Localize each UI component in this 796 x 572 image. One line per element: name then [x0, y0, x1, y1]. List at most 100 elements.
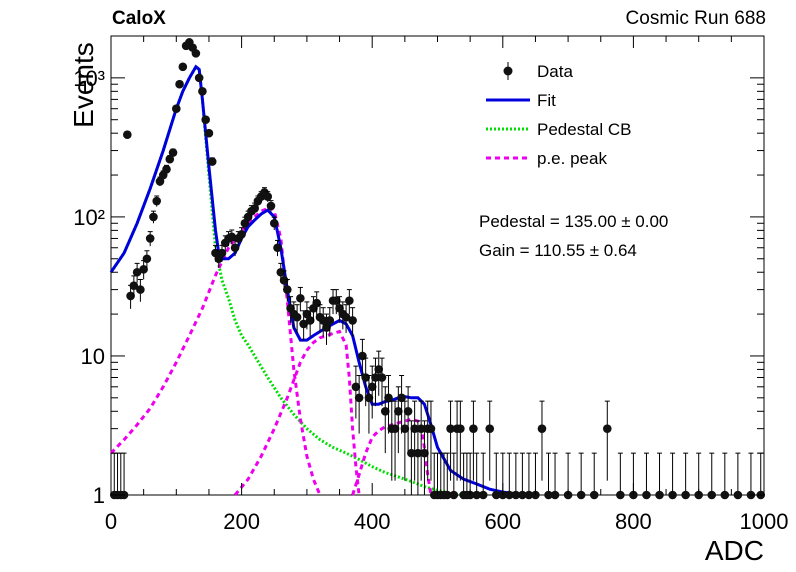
- data-point: [681, 490, 690, 500]
- data-point: [511, 490, 521, 500]
- data-point: [345, 296, 354, 305]
- data-point: [707, 490, 717, 500]
- x-tick-label: 400: [354, 509, 391, 534]
- data-point: [139, 264, 148, 274]
- data-point: [123, 130, 132, 140]
- data-point: [485, 424, 495, 433]
- data-point: [380, 406, 390, 416]
- data-point: [390, 424, 400, 433]
- y-tick-label: 10²: [73, 205, 105, 230]
- fit-curves: [109, 64, 530, 497]
- y-axis-label: Events: [68, 42, 99, 128]
- data-point: [162, 164, 171, 174]
- y-tick-label: 10³: [73, 66, 105, 91]
- data-point: [142, 254, 152, 264]
- fitcurve: [109, 64, 530, 497]
- data-point: [269, 218, 279, 228]
- data-point: [364, 393, 374, 403]
- data-point: [207, 157, 217, 166]
- data-point: [416, 424, 426, 433]
- data-point: [129, 281, 139, 291]
- data-point: [178, 62, 188, 72]
- data-point: [191, 49, 201, 58]
- data-point: [312, 298, 321, 308]
- legend-item: Data: [503, 62, 573, 81]
- gain-annotation: Gain = 110.55 ± 0.64: [479, 241, 637, 260]
- legend-label: Data: [537, 62, 573, 81]
- data-point: [237, 229, 246, 239]
- pedestal-annotation: Pedestal = 135.00 ± 0.00: [479, 212, 669, 231]
- data-point: [172, 104, 181, 114]
- data-point: [240, 218, 250, 228]
- data-point: [194, 73, 204, 83]
- data-point: [403, 406, 413, 416]
- data-point: [733, 490, 743, 500]
- data-point: [149, 212, 158, 222]
- data-point: [263, 192, 273, 201]
- legend-item: Pedestal CB: [486, 120, 632, 139]
- data-point: [217, 248, 227, 258]
- y-tick-label: 1: [93, 483, 105, 508]
- y-tick-label: 10: [81, 344, 105, 369]
- data-point: [550, 490, 560, 500]
- data-point: [299, 319, 308, 329]
- data-point: [351, 382, 361, 392]
- plot-frame: [110, 35, 765, 496]
- data-point: [152, 196, 162, 206]
- data-point: [341, 312, 351, 322]
- data-point: [491, 490, 501, 500]
- data-point: [204, 128, 214, 138]
- data-point: [616, 490, 625, 500]
- data-points: [109, 38, 766, 500]
- legend: Data Fit Pedestal CB p.e. peak: [486, 62, 632, 168]
- data-point: [325, 316, 335, 325]
- data-point: [273, 243, 282, 253]
- data-point: [145, 234, 155, 243]
- data-point: [589, 490, 599, 500]
- data-point: [136, 285, 145, 294]
- data-point: [478, 490, 488, 500]
- data-point: [331, 296, 341, 305]
- legend-label: p.e. peak: [537, 149, 607, 168]
- data-point: [198, 87, 207, 96]
- data-point: [348, 316, 357, 325]
- data-point: [227, 232, 237, 242]
- x-tick-label: 800: [615, 509, 652, 534]
- legend-item: p.e. peak: [486, 149, 607, 168]
- data-point: [377, 373, 387, 382]
- data-point: [374, 365, 384, 374]
- data-point: [576, 490, 586, 500]
- data-point: [668, 490, 677, 500]
- data-point: [518, 490, 527, 500]
- data-point: [442, 490, 452, 500]
- data-point: [456, 424, 465, 433]
- data-point: [322, 323, 331, 332]
- data-point: [302, 309, 312, 319]
- x-tick-label: 1000: [740, 509, 789, 534]
- data-point: [168, 148, 178, 157]
- data-point: [201, 115, 210, 125]
- data-point: [394, 406, 403, 416]
- data-point: [400, 424, 410, 433]
- data-point: [292, 312, 302, 322]
- data-point: [283, 285, 292, 294]
- data-point: [126, 291, 135, 301]
- data-point: [279, 276, 289, 285]
- data-point: [469, 424, 478, 433]
- p-e-peakcurve: [233, 329, 361, 496]
- data-point: [371, 373, 380, 382]
- p-e-peakcurve: [109, 205, 322, 496]
- axis-ticks: 0 200 400 600 800 1000 1 10 10² 10³: [73, 35, 789, 534]
- data-point: [230, 243, 240, 253]
- data-point: [354, 393, 364, 403]
- data-point: [276, 267, 286, 277]
- data-point: [449, 490, 459, 500]
- data-point: [318, 316, 328, 325]
- data-point: [537, 424, 547, 433]
- data-point: [655, 490, 664, 500]
- legend-item: Fit: [486, 91, 556, 110]
- data-point: [397, 393, 406, 403]
- legend-label: Pedestal CB: [537, 120, 632, 139]
- data-point: [505, 490, 514, 500]
